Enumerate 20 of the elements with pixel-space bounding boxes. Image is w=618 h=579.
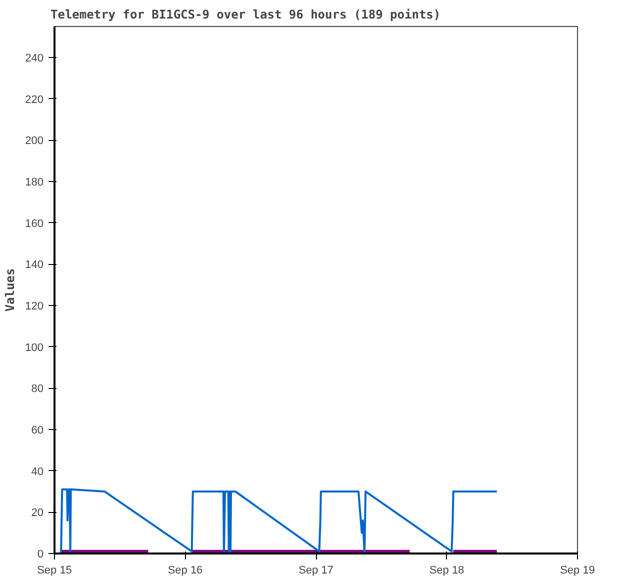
- y-tick-label: 180: [25, 176, 44, 188]
- y-tick-label: 200: [25, 135, 44, 148]
- y-tick-label: 140: [25, 259, 44, 272]
- y-tick-label: 120: [25, 300, 44, 312]
- y-tick-label: 100: [25, 342, 44, 354]
- x-tick-label: Sep 18: [429, 564, 464, 576]
- y-tick-label: 80: [31, 383, 44, 396]
- chart-title: Telemetry for BI1GCS-9 over last 96 hours (189 points): [50, 8, 441, 22]
- y-tick-label: 0: [37, 548, 44, 560]
- y-axis-title: Values: [3, 268, 18, 312]
- y-tick-label: 60: [31, 424, 44, 436]
- x-tick-label: Sep 17: [298, 564, 334, 576]
- y-tick-label: 40: [31, 466, 44, 478]
- x-tick-label: Sep 16: [168, 564, 203, 576]
- x-tick-label: Sep 19: [560, 564, 595, 576]
- y-tick-label: 20: [31, 507, 44, 520]
- y-tick-label: 160: [25, 218, 44, 230]
- y-tick-label: 220: [25, 94, 44, 106]
- y-tick-label: 240: [25, 52, 44, 64]
- x-tick-label: Sep 15: [37, 564, 72, 576]
